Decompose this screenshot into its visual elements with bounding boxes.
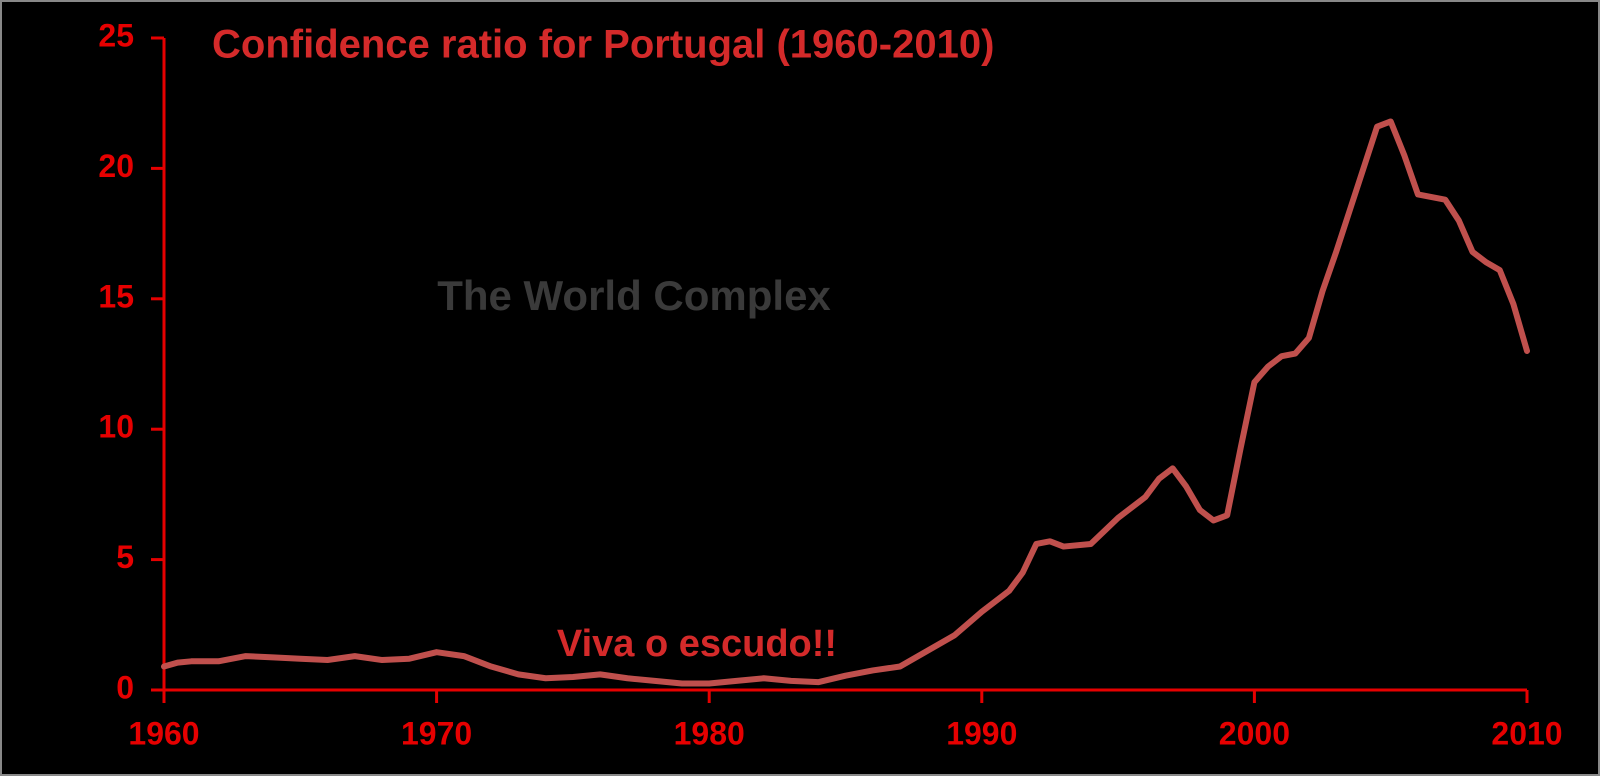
watermark: The World Complex (437, 272, 831, 319)
y-tick-label: 25 (98, 17, 134, 53)
x-tick-label: 1980 (674, 715, 745, 751)
y-tick-label: 0 (116, 669, 134, 705)
chart-title: Confidence ratio for Portugal (1960-2010… (212, 23, 994, 67)
x-tick-label: 1970 (401, 715, 472, 751)
y-tick-label: 10 (98, 409, 134, 445)
y-tick-label: 15 (98, 278, 134, 314)
annotation: Viva o escudo!! (557, 623, 837, 665)
y-tick-label: 20 (98, 148, 134, 184)
x-tick-label: 2000 (1219, 715, 1290, 751)
x-tick-label: 1990 (946, 715, 1017, 751)
x-tick-label: 2010 (1491, 715, 1562, 751)
x-tick-label: 1960 (128, 715, 199, 751)
data-line (161, 118, 1530, 687)
y-tick-label: 5 (116, 539, 134, 575)
